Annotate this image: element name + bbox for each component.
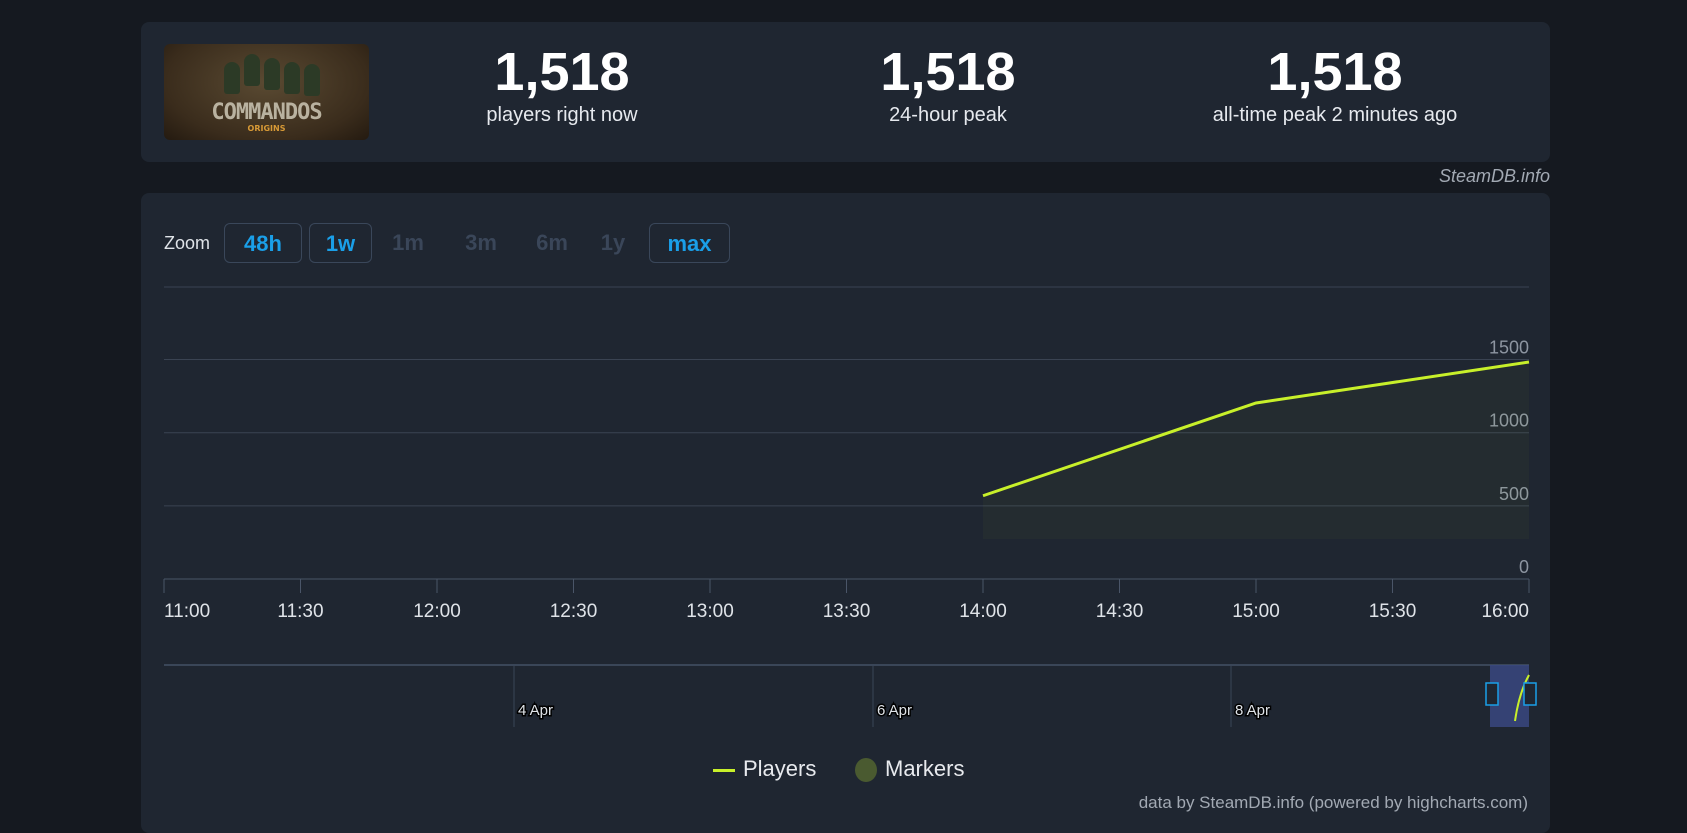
cover-logo-text: COMMANDOS [211, 100, 322, 125]
cover-logo-subtitle: ORIGINS [247, 124, 286, 133]
zoom-1m-button: 1m [392, 230, 424, 255]
y-tick-label: 500 [1499, 484, 1529, 504]
stat-value: 1,518 [494, 42, 630, 102]
stat-label: players right now [486, 104, 638, 126]
legend-label: Players [743, 756, 817, 781]
stat-value: 1,518 [880, 42, 1016, 102]
zoom-1y-button: 1y [600, 230, 626, 255]
player-chart: 0 500 1000 1500 11:00 11:30 12:00 12:30 13:00 13:… [163, 286, 1537, 727]
stat-label: 24-hour peak [889, 104, 1007, 126]
y-tick-label: 0 [1519, 557, 1529, 577]
x-tick-label: 13:00 [686, 601, 734, 622]
zoom-3m-button: 3m [465, 230, 497, 255]
legend-circle-icon [855, 758, 877, 783]
zoom-max-button[interactable]: max [649, 223, 730, 263]
y-tick-label: 1500 [1489, 338, 1529, 358]
navigator-series-line [1514, 674, 1530, 722]
legend-players[interactable]: Players [713, 756, 816, 782]
chart-card: Zoom 48h 1w 1m 3m 6m 1y max 0 500 1000 1500… [141, 193, 1550, 833]
x-tick-label: 11:30 [277, 601, 323, 622]
x-tick-label: 12:30 [550, 601, 598, 622]
stat-players-now: 1,518 players right now [362, 44, 762, 127]
x-tick-label: 15:00 [1232, 601, 1280, 622]
navigator-right-handle[interactable] [1523, 682, 1537, 706]
x-tick-label: 12:00 [413, 601, 461, 622]
chart-credit[interactable]: data by SteamDB.info (powered by highcha… [1138, 793, 1528, 812]
zoom-1w-button[interactable]: 1w [309, 223, 372, 263]
x-tick-label: 11:00 [164, 601, 210, 622]
zoom-6m-button: 6m [536, 230, 568, 255]
stat-24h-peak: 1,518 24-hour peak [748, 44, 1148, 127]
navigator-tick-label: 4 Apr [518, 702, 553, 719]
x-tick-label: 16:00 [1481, 601, 1529, 622]
legend-markers[interactable]: Markers [855, 756, 965, 783]
stats-card: COMMANDOS ORIGINS 1,518 players right now… [141, 22, 1550, 162]
navigator-tick-label: 6 Apr [877, 702, 912, 719]
navigator-tick-label: 8 Apr [1235, 702, 1270, 719]
legend-label: Markers [885, 756, 965, 781]
x-tick-label: 14:00 [959, 601, 1007, 622]
game-cover-image[interactable]: COMMANDOS ORIGINS [164, 44, 369, 140]
stat-label: all-time peak 2 minutes ago [1212, 104, 1458, 126]
source-link[interactable]: SteamDB.info [1438, 166, 1550, 186]
zoom-48h-button[interactable]: 48h [224, 223, 302, 263]
series-line-players [982, 360, 1530, 498]
x-tick-label: 15:30 [1369, 601, 1417, 622]
y-tick-label: 1000 [1489, 411, 1529, 431]
x-tick-label: 14:30 [1096, 601, 1144, 622]
x-tick-label: 13:30 [823, 601, 871, 622]
stat-value: 1,518 [1267, 42, 1403, 102]
series-area [983, 362, 1529, 539]
navigator-left-handle[interactable] [1485, 682, 1499, 706]
zoom-label: Zoom [164, 233, 211, 253]
legend-line-icon [713, 768, 735, 772]
stat-all-time-peak: 1,518 all-time peak 2 minutes ago [1135, 44, 1535, 127]
